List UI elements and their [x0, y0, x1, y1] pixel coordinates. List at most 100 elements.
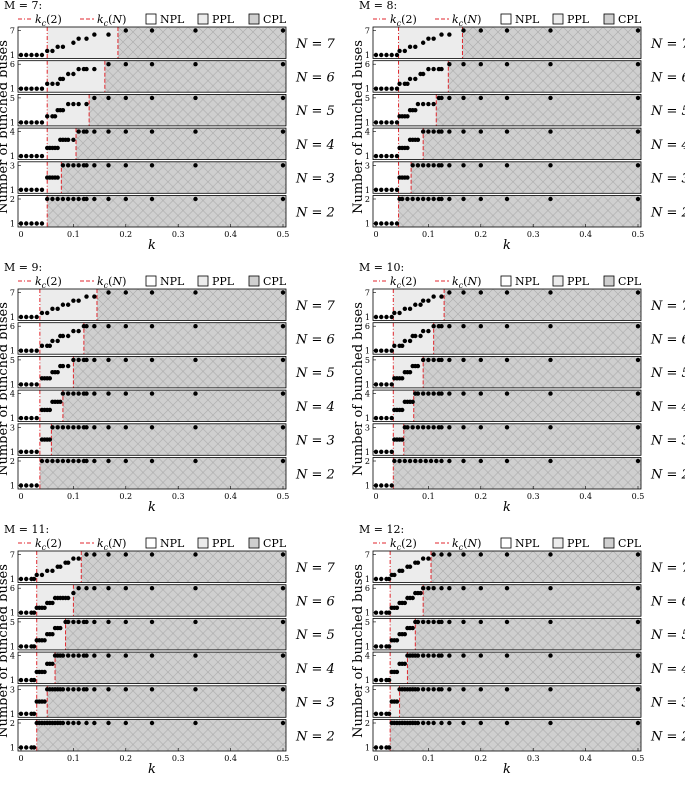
- data-point: [65, 687, 71, 692]
- data-point: [123, 391, 128, 396]
- cpl-hatch: [61, 161, 287, 194]
- y-axis-label: Number of bunched buses: [0, 302, 11, 476]
- data-point: [379, 677, 384, 683]
- data-point: [478, 720, 483, 726]
- data-point: [423, 458, 428, 464]
- strip-frame: [17, 94, 287, 127]
- xtick-label: 0.3: [172, 754, 185, 763]
- strip-frame: [17, 322, 287, 355]
- data-point: [413, 107, 418, 113]
- ytick-bottom: 1: [10, 609, 15, 618]
- data-point: [84, 425, 89, 430]
- data-point: [407, 76, 413, 82]
- data-point: [426, 129, 431, 134]
- data-point: [418, 458, 423, 464]
- data-point: [478, 28, 483, 33]
- data-point: [106, 129, 111, 134]
- data-point: [92, 586, 97, 591]
- data-point: [106, 196, 111, 202]
- legend-npl-label: NPL: [160, 537, 185, 550]
- data-point: [65, 595, 71, 601]
- data-point: [447, 552, 452, 557]
- legend-cpl-swatch: [603, 537, 615, 549]
- npl-region: [373, 423, 394, 456]
- data-point: [29, 120, 34, 125]
- data-point: [65, 720, 71, 726]
- ytick-top: 3: [10, 161, 15, 170]
- data-point: [60, 44, 66, 50]
- ytick-bottom: 1: [365, 642, 370, 651]
- data-point: [84, 196, 89, 202]
- cpl-hatch: [390, 719, 641, 751]
- data-point: [420, 101, 426, 107]
- data-point: [34, 483, 39, 488]
- data-point: [504, 653, 510, 658]
- data-point: [193, 586, 198, 591]
- data-point: [379, 221, 384, 226]
- data-point: [92, 324, 97, 329]
- data-point: [106, 95, 111, 101]
- data-point: [386, 711, 392, 716]
- data-point: [379, 153, 384, 159]
- data-point: [439, 720, 444, 726]
- legend-npl-swatch: [500, 13, 512, 25]
- data-point: [76, 36, 81, 41]
- xtick-label: 0.4: [579, 492, 592, 501]
- strip-frame: [372, 423, 642, 456]
- xtick-label: 0.1: [422, 754, 435, 763]
- data-point: [65, 302, 71, 307]
- cpl-hatch: [423, 128, 641, 160]
- data-point: [426, 391, 431, 396]
- y-axis-label: Number of bunched buses: [0, 40, 11, 214]
- legend-cpl-label: CPL: [263, 275, 287, 288]
- x-axis-label: k: [503, 500, 511, 515]
- data-point: [504, 163, 510, 168]
- data-point: [106, 586, 111, 591]
- legend-kcN-label: kc(N): [97, 13, 126, 28]
- data-point: [50, 458, 55, 464]
- cpl-hatch: [55, 652, 287, 684]
- legend: kc(2) kc(N) NPL PPL CPL: [18, 13, 287, 28]
- data-point: [106, 653, 111, 658]
- data-point: [71, 137, 76, 142]
- npl-region: [373, 356, 394, 388]
- legend-kcN-label: kc(N): [452, 537, 481, 552]
- data-point: [45, 568, 50, 574]
- data-point: [18, 711, 24, 716]
- data-point: [426, 196, 431, 202]
- data-point: [384, 52, 389, 58]
- data-point: [379, 348, 384, 353]
- data-point: [84, 720, 89, 726]
- data-point: [149, 619, 155, 625]
- strip-5: 5 1 N = 5: [10, 356, 335, 390]
- strip-frame: [17, 423, 287, 456]
- data-point: [193, 290, 198, 295]
- data-point: [439, 391, 444, 396]
- cpl-hatch: [413, 390, 641, 422]
- xtick-label: 0.4: [579, 230, 592, 239]
- ytick-bottom: 1: [365, 313, 370, 322]
- data-point: [373, 745, 379, 750]
- data-point: [415, 163, 421, 168]
- data-point: [415, 196, 421, 202]
- ytick-bottom: 1: [10, 642, 15, 651]
- x-axis-label: k: [503, 762, 511, 777]
- data-point: [394, 153, 400, 159]
- data-point: [384, 449, 389, 454]
- data-point: [478, 357, 483, 363]
- data-point: [39, 153, 45, 159]
- ppl-region: [39, 390, 63, 422]
- npl-region: [18, 652, 37, 684]
- data-point: [29, 449, 34, 454]
- legend-cpl-swatch: [248, 537, 260, 549]
- xtick-label: 0.3: [172, 492, 185, 501]
- data-point: [60, 363, 66, 369]
- data-point: [504, 458, 510, 464]
- data-point: [76, 298, 81, 303]
- data-point: [106, 425, 111, 430]
- data-point: [280, 720, 286, 726]
- ytick-bottom: 1: [365, 152, 370, 161]
- strip-3: 3 1 N = 3: [365, 423, 685, 457]
- cpl-hatch: [96, 289, 286, 321]
